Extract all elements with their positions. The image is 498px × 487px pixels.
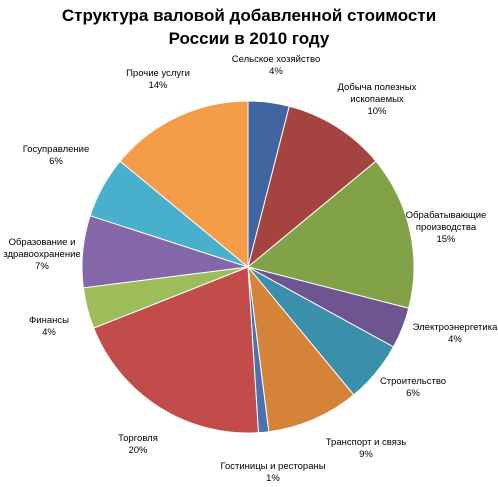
pie-slice-8 <box>93 266 259 434</box>
slice-name: ископаемых <box>350 94 404 105</box>
slice-label-9: Финансы 4% <box>29 315 69 338</box>
slice-name: Госуправление <box>23 144 90 155</box>
chart-title: Структура валовой добавленной стоимости … <box>0 4 498 50</box>
slice-percent: 4% <box>42 327 56 338</box>
slice-name: производства <box>416 222 477 233</box>
slice-label-3: Обрабатывающие производства 15% <box>406 210 487 245</box>
slice-name: Прочие услуги <box>126 68 190 79</box>
slice-label-10: Образование и здравоохранение 7% <box>3 237 80 272</box>
slice-percent: 15% <box>436 234 456 245</box>
pie-slice-12 <box>119 100 249 269</box>
slice-percent: 10% <box>367 106 387 117</box>
slice-percent: 4% <box>448 334 462 345</box>
slice-percent: 6% <box>406 388 420 399</box>
slice-label-5: Строительство 6% <box>380 376 446 399</box>
slice-percent: 9% <box>359 449 373 460</box>
slice-percent: 20% <box>128 445 148 456</box>
slice-label-7: Гостиницы и рестораны 1% <box>220 461 325 484</box>
slice-name: Обрабатывающие <box>406 210 487 221</box>
slice-name: Финансы <box>29 315 69 326</box>
slice-name: Транспорт и связь <box>326 437 406 448</box>
slice-label-11: Госуправление 6% <box>23 144 90 167</box>
pie-slice-2 <box>247 105 377 269</box>
slice-label-12: Прочие услуги 14% <box>126 68 190 91</box>
slice-label-8: Торговля 20% <box>118 433 158 456</box>
slice-label-1: Сельское хозяйство 4% <box>232 54 321 77</box>
slice-name: Электроэнергетика <box>413 322 498 333</box>
slice-name: Добыча полезных <box>338 82 417 93</box>
slice-percent: 7% <box>35 261 49 272</box>
pie-labels: Сельское хозяйство 4%Добыча полезных ископ… <box>3 54 498 484</box>
slice-name: Сельское хозяйство <box>232 54 321 65</box>
slice-name: Строительство <box>380 376 446 387</box>
chart-title-line-2: России в 2010 году <box>168 29 330 48</box>
slice-percent: 4% <box>269 66 283 77</box>
slice-name: здравоохранение <box>3 249 80 260</box>
slice-name: Торговля <box>118 433 158 444</box>
slice-label-4: Электроэнергетика 4% <box>413 322 498 345</box>
slice-name: Гостиницы и рестораны <box>220 461 325 472</box>
slice-label-6: Транспорт и связь 9% <box>326 437 406 460</box>
slice-percent: 1% <box>266 473 280 484</box>
pie-slice-6 <box>247 265 355 433</box>
slice-label-2: Добыча полезных ископаемых 10% <box>338 82 417 117</box>
pie-slice-3 <box>246 160 415 309</box>
slice-percent: 6% <box>49 156 63 167</box>
pie-slices <box>81 100 415 434</box>
chart-title-line-1: Структура валовой добавленной стоимости <box>61 6 437 25</box>
slice-name: Образование и <box>9 237 76 248</box>
slice-percent: 14% <box>148 80 168 91</box>
